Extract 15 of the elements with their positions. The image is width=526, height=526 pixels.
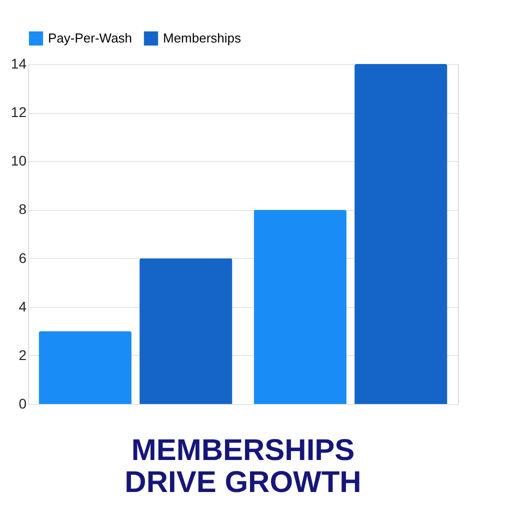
y-tick-label: 6 <box>18 250 27 266</box>
legend-label: Pay-Per-Wash <box>48 30 132 46</box>
y-tick-label: 12 <box>10 104 27 120</box>
y-tick-label: 0 <box>18 396 27 412</box>
y-tick-label: 8 <box>18 201 27 218</box>
bar <box>354 64 448 404</box>
text: MEMBERSHIPS DRIVE GROWTH <box>124 434 362 499</box>
y-tick-label: 10 <box>10 152 27 169</box>
bar <box>254 210 346 404</box>
y-tick-label: 14 <box>10 56 27 72</box>
y-tick-label: 2 <box>18 346 27 363</box>
y-tick-label: 4 <box>18 298 27 314</box>
bar <box>140 258 232 404</box>
legend-label: Memberships <box>163 30 242 46</box>
bar <box>38 331 132 404</box>
